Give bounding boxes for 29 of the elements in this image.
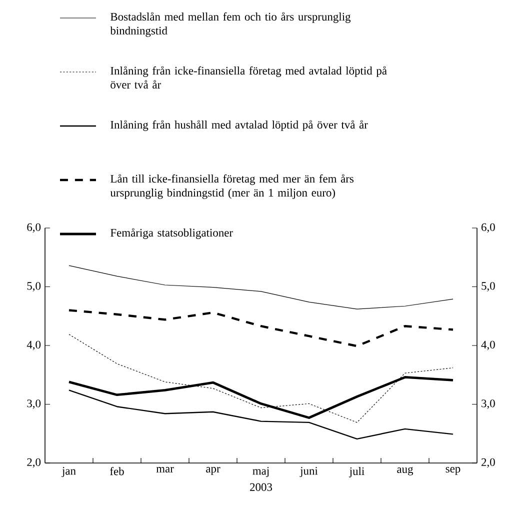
line-series	[68, 390, 454, 440]
line-series	[68, 309, 454, 348]
x-tick-label: sep	[446, 467, 460, 475]
y-tick-label: 5,0	[27, 282, 41, 292]
y-tick-label: 3,0	[27, 400, 41, 409]
y2-tick-label: 3,0	[482, 400, 495, 409]
x-tick-label: feb	[110, 467, 124, 476]
x-tick-label: maj	[252, 467, 269, 478]
x-tick-label: apr	[206, 467, 220, 475]
line-series	[68, 265, 454, 310]
legend-label: Bostadslån med mellan fem och tio års ursprunglig bindningstid	[110, 12, 351, 37]
x-axis-title: 2003	[250, 483, 272, 491]
legend-label: Femåriga statsobligationer	[110, 228, 233, 239]
y-tick-label: 6,0	[27, 223, 41, 233]
y2-tick-label: 6,0	[482, 223, 495, 233]
y-tick-label: 2,0	[27, 458, 41, 468]
x-tick-label: juni	[300, 467, 318, 478]
y2-tick-label: 4,0	[481, 340, 495, 350]
x-tick-label: juli	[349, 467, 364, 478]
x-tick-label: jan	[62, 467, 76, 478]
x-tick-label: aug	[397, 467, 414, 476]
x-tick-label: mar	[156, 467, 174, 473]
line-series	[68, 334, 454, 423]
legend-label: Inlåning från icke-finansiella företag med avtalad löptid på över två år	[110, 66, 387, 89]
legend-label: Lån till icke-finansiella företag med mer än fem års ursprunglig bindningstid (mer än 1 miljon euro)	[110, 174, 354, 199]
legend-label: Inlåning från hushåll med avtalad löptid på över två år	[110, 120, 368, 131]
y2-tick-label: 5,0	[482, 282, 495, 292]
y2-tick-label: 2,0	[482, 458, 495, 468]
y-tick-label: 4,0	[26, 340, 41, 350]
